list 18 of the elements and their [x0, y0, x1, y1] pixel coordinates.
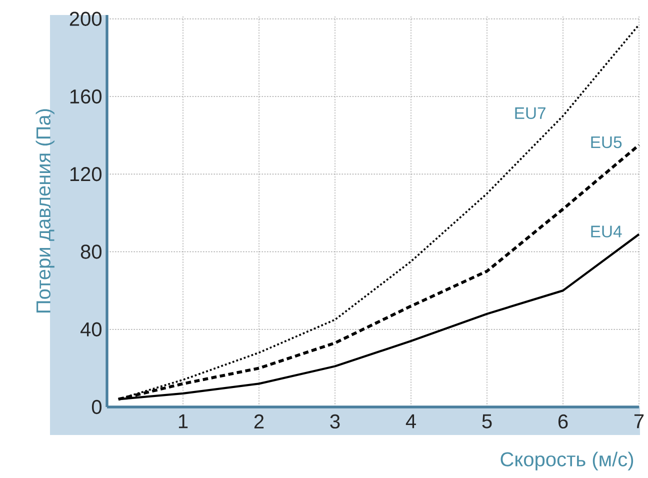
x-axis-title: Скорость (м/с): [500, 452, 634, 470]
x-tick-label: 3: [330, 414, 340, 429]
y-tick-label: 40: [80, 322, 102, 336]
x-tick-label: 4: [406, 414, 416, 428]
y-tick-label: 200: [70, 12, 102, 26]
series-label: EU4: [591, 226, 622, 238]
x-tick-label: 1: [178, 414, 188, 428]
x-tick-label: 7: [634, 414, 644, 428]
y-tick-label: 0: [92, 400, 102, 414]
x-tick-label: 6: [558, 414, 568, 429]
x-tick-label: 5: [482, 414, 492, 428]
series-label: EU7: [515, 107, 546, 120]
y-tick-label: 160: [70, 89, 102, 104]
y-tick-label: 80: [80, 244, 102, 259]
y-tick-label: 120: [70, 167, 102, 182]
y-axis-title: Потери давления (Па): [36, 109, 54, 312]
series-label: EU5: [591, 136, 622, 148]
x-tick-label: 2: [254, 414, 264, 428]
